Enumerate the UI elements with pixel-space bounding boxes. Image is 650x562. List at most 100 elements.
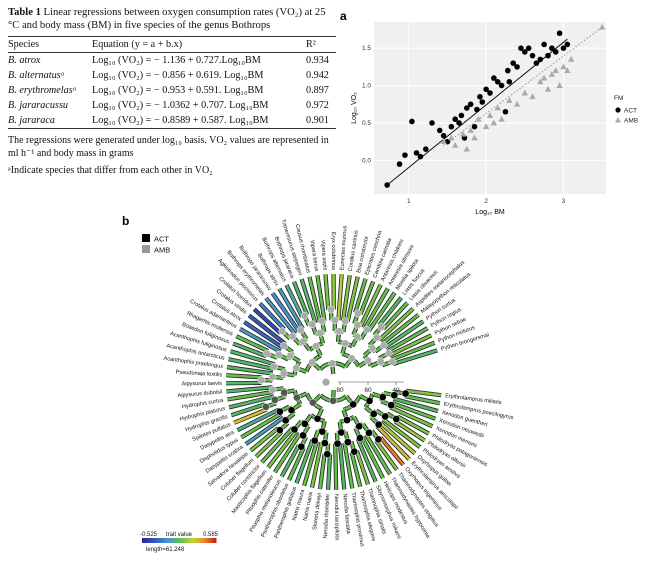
legend-label-act: ACT (154, 235, 169, 244)
ancestral-node (365, 429, 372, 436)
legend-swatch-amb (142, 245, 150, 253)
scale-tick-label: 60 (364, 387, 372, 394)
ancestral-node (301, 312, 308, 319)
ancestral-node (378, 323, 385, 330)
equation-cell: Log₁₀ (VO₂) = − 1.0362 + 0.707. Log₁₀BM (92, 98, 302, 113)
ancestral-node (311, 437, 318, 444)
table-label: Table 1 (8, 7, 41, 18)
tip-label: Aipysurus laevis (182, 381, 223, 387)
ancestral-node (324, 451, 331, 458)
ancestral-node (308, 359, 315, 366)
branch (335, 444, 336, 490)
colorbar-min: -0.525 (140, 532, 158, 538)
legend-amb-label: AMB (624, 118, 638, 125)
act-point (402, 152, 408, 158)
ancestral-node (356, 423, 363, 430)
ancestral-node (309, 321, 316, 328)
ancestral-node (299, 338, 306, 345)
header-species: Species (8, 37, 92, 53)
act-point (514, 64, 520, 70)
tip-label: Storeria dekayi (312, 493, 323, 531)
legend-act-label: ACT (624, 108, 637, 115)
ancestral-node (262, 403, 269, 410)
legend-swatch-act (142, 234, 150, 242)
ancestral-node (282, 417, 289, 424)
ancestral-node (342, 340, 349, 347)
colorbar-length: length=61.248 (146, 547, 185, 553)
act-point (437, 128, 443, 134)
ancestral-node (279, 328, 286, 335)
equation-cell: Log₁₀ (VO₂) = − 1.136 + 0.727.Log₁₀BM (92, 53, 302, 69)
species-cell: B. atrox (8, 53, 92, 69)
ancestral-node (366, 397, 373, 404)
y-axis-label: Log₁₀ VO₂ (351, 92, 358, 124)
ancestral-node (354, 333, 361, 340)
ancestral-node (351, 448, 358, 455)
ancestral-node (281, 389, 288, 396)
species-cell: B. alternatusᵃ (8, 68, 92, 83)
species-cell: B. jararaca (8, 113, 92, 129)
ancestral-node (369, 345, 376, 352)
ancestral-node (330, 397, 337, 404)
ancestral-node (287, 352, 294, 359)
ancestral-node (331, 317, 338, 324)
legend-act-marker (615, 107, 620, 112)
ancestral-node (329, 360, 336, 367)
table-caption-text: Linear regressions between oxygen consum… (8, 7, 326, 31)
r2-cell: 0.972 (302, 98, 336, 113)
table-footnote: ᵃIndicate species that differ from each … (8, 165, 336, 178)
scale-tick-label: 80 (336, 387, 344, 394)
regression-table: Table 1 Linear regressions between oxyge… (8, 6, 336, 178)
ancestral-node (334, 440, 341, 447)
ancestral-node (379, 394, 386, 401)
table-row: B. jararacussu Log₁₀ (VO₂) = − 1.0362 + … (8, 98, 336, 113)
ancestral-node (388, 402, 395, 409)
y-tick-label: 0.5 (362, 120, 371, 127)
table-row: B. alternatusᵃ Log₁₀ (VO₂) = − 0.856 + 0… (8, 68, 336, 83)
ancestral-node (335, 328, 342, 335)
x-tick-label: 1 (407, 198, 411, 205)
ancestral-node (327, 306, 334, 313)
ancestral-node (354, 310, 361, 317)
act-point (472, 124, 478, 130)
ancestral-node (380, 342, 387, 349)
act-point (477, 94, 483, 100)
r2-cell: 0.934 (302, 53, 336, 69)
ancestral-node (389, 358, 396, 365)
panel-a-label: a (340, 9, 347, 23)
tip-label: Pseudonaja textilis (175, 369, 222, 378)
species-cell: B. erythromelasᵃ (8, 83, 92, 98)
act-point (530, 53, 536, 59)
act-point (423, 146, 429, 152)
act-point (526, 45, 532, 51)
ancestral-node (338, 429, 345, 436)
ancestral-node (344, 439, 351, 446)
act-point (449, 124, 455, 130)
branch (338, 274, 341, 320)
header-equation: Equation (y = a + b.x) (92, 37, 302, 53)
ancestral-node (288, 407, 295, 414)
ancestral-node (343, 416, 350, 423)
ancestral-node (258, 377, 265, 384)
table-row: B. erythromelasᵃ Log₁₀ (VO₂) = − 0.953 +… (8, 83, 336, 98)
ancestral-node (297, 326, 304, 333)
ancestral-node (316, 329, 323, 336)
tip-label: Aipysurus duboisii (177, 389, 222, 399)
ancestral-node (289, 333, 296, 340)
equation-cell: Log₁₀ (VO₂) = − 0.856 + 0.619. Log₁₀BM (92, 68, 302, 83)
r2-cell: 0.901 (302, 113, 336, 129)
act-point (474, 107, 480, 113)
ancestral-node (350, 401, 357, 408)
x-tick-label: 3 (562, 198, 566, 205)
ancestral-node (393, 415, 400, 422)
tip-label: Eryx colubrinus (330, 232, 336, 270)
ancestral-node (293, 364, 300, 371)
tip-label: Vipera aspis (319, 240, 327, 271)
act-point (499, 83, 505, 89)
act-point (459, 113, 465, 119)
act-point (409, 119, 415, 125)
